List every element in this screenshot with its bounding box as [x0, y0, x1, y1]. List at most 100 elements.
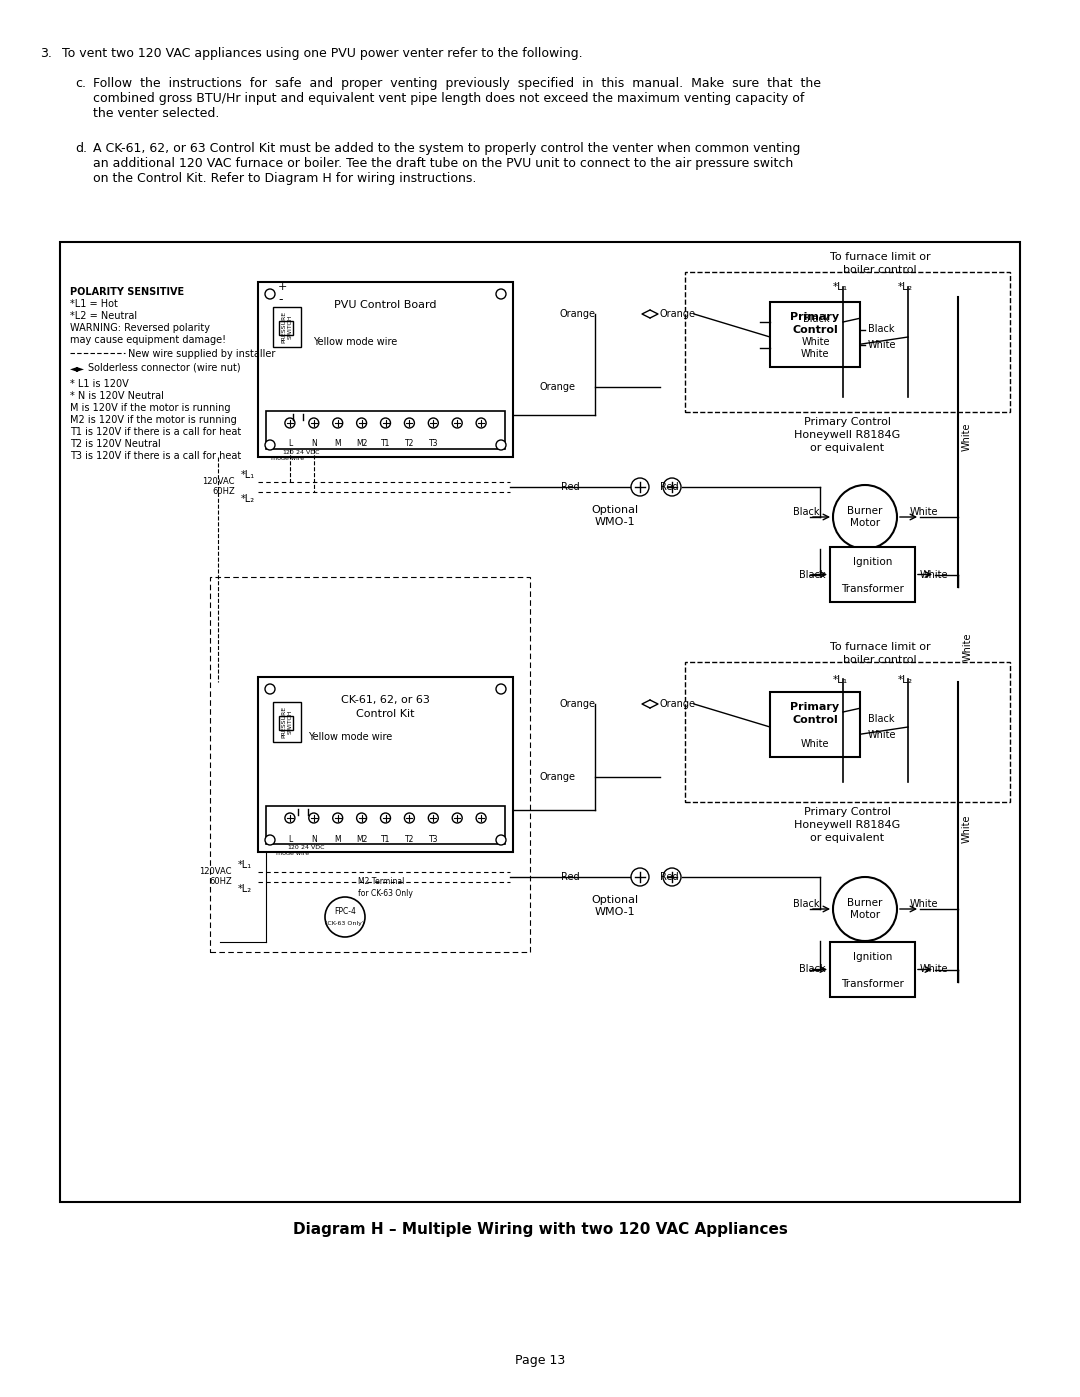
- Bar: [258, 282, 513, 457]
- Circle shape: [309, 418, 319, 427]
- Text: Transformer: Transformer: [841, 584, 904, 594]
- Circle shape: [496, 685, 507, 694]
- Text: WMO-1: WMO-1: [595, 907, 635, 916]
- Text: 120
mode wire: 120 mode wire: [276, 845, 310, 856]
- Text: (CK-63 Only): (CK-63 Only): [325, 922, 365, 926]
- Text: Black: Black: [794, 507, 820, 517]
- Text: Red: Red: [660, 482, 678, 492]
- Text: WMO-1: WMO-1: [595, 517, 635, 527]
- Text: Orange: Orange: [540, 381, 576, 393]
- Text: 3.: 3.: [40, 47, 52, 60]
- Text: Control: Control: [792, 715, 838, 725]
- Text: Burner
Motor: Burner Motor: [848, 506, 882, 528]
- Text: c.: c.: [75, 77, 86, 89]
- Text: Yellow mode wire: Yellow mode wire: [313, 337, 397, 346]
- Text: 120
mode wire: 120 mode wire: [271, 450, 305, 461]
- Circle shape: [833, 877, 897, 942]
- Bar: [685, 662, 1010, 802]
- Circle shape: [496, 289, 507, 299]
- Text: *L₁: *L₁: [833, 675, 848, 685]
- Text: Burner
Motor: Burner Motor: [848, 898, 882, 919]
- Circle shape: [299, 823, 307, 831]
- Circle shape: [325, 897, 365, 937]
- Text: M: M: [335, 834, 341, 844]
- Circle shape: [265, 440, 275, 450]
- Circle shape: [309, 813, 319, 823]
- Text: Orange: Orange: [540, 773, 576, 782]
- Circle shape: [496, 835, 507, 845]
- Text: Control: Control: [792, 326, 838, 335]
- Text: Primary Control: Primary Control: [804, 416, 891, 427]
- Circle shape: [453, 813, 462, 823]
- Circle shape: [476, 813, 486, 823]
- Text: Transformer: Transformer: [841, 979, 904, 989]
- Circle shape: [404, 813, 415, 823]
- Text: White: White: [962, 423, 972, 451]
- Text: Black: Black: [798, 570, 825, 580]
- Text: Primary: Primary: [791, 703, 839, 712]
- Text: or equivalent: or equivalent: [810, 833, 885, 842]
- Text: Optional: Optional: [592, 895, 638, 905]
- Text: 60HZ: 60HZ: [213, 488, 235, 496]
- Text: To furnace limit or: To furnace limit or: [829, 643, 930, 652]
- Text: or equivalent: or equivalent: [810, 443, 885, 453]
- Bar: [685, 272, 1010, 412]
- Text: New wire supplied by installer: New wire supplied by installer: [129, 349, 275, 359]
- Bar: [60, 242, 1020, 1201]
- Bar: [279, 717, 293, 731]
- Bar: [831, 942, 915, 997]
- Text: +: +: [278, 282, 287, 292]
- Text: T1: T1: [381, 834, 390, 844]
- Text: Control Kit: Control Kit: [356, 710, 415, 719]
- Text: Black: Black: [868, 714, 894, 725]
- Circle shape: [333, 418, 342, 427]
- Text: L: L: [287, 440, 292, 448]
- Text: M2 Terminal: M2 Terminal: [357, 877, 404, 886]
- Text: Honeywell R8184G: Honeywell R8184G: [795, 430, 901, 440]
- Circle shape: [380, 813, 391, 823]
- Text: A CK-61, 62, or 63 Control Kit must be added to the system to properly control t: A CK-61, 62, or 63 Control Kit must be a…: [93, 142, 800, 184]
- Text: To vent two 120 VAC appliances using one PVU power venter refer to the following: To vent two 120 VAC appliances using one…: [62, 47, 582, 60]
- Text: White: White: [963, 633, 973, 661]
- Text: M2: M2: [356, 834, 367, 844]
- Text: Yellow mode wire: Yellow mode wire: [308, 732, 392, 742]
- Text: *L₂: *L₂: [897, 282, 913, 292]
- Text: Page 13: Page 13: [515, 1354, 565, 1368]
- Text: 60HZ: 60HZ: [210, 877, 232, 887]
- Text: *L₂: *L₂: [241, 495, 255, 504]
- Text: PRESSURE
SWITCH: PRESSURE SWITCH: [282, 705, 293, 738]
- Circle shape: [663, 868, 681, 886]
- Text: PRESSURE
SWITCH: PRESSURE SWITCH: [282, 312, 293, 344]
- Circle shape: [333, 813, 342, 823]
- Bar: [279, 321, 293, 335]
- Text: Black: Black: [794, 900, 820, 909]
- Text: White: White: [800, 739, 829, 749]
- Text: 120VAC: 120VAC: [200, 868, 232, 876]
- Text: Follow  the  instructions  for  safe  and  proper  venting  previously  specifie: Follow the instructions for safe and pro…: [93, 77, 821, 120]
- Circle shape: [282, 416, 314, 448]
- Text: *L₁: *L₁: [833, 282, 848, 292]
- Text: Optional: Optional: [592, 504, 638, 515]
- Text: White: White: [962, 814, 972, 844]
- Circle shape: [404, 418, 415, 427]
- Text: -: -: [278, 293, 283, 306]
- Text: M: M: [335, 440, 341, 448]
- Text: T3 is 120V if there is a call for heat: T3 is 120V if there is a call for heat: [70, 451, 241, 461]
- Text: M is 120V if the motor is running: M is 120V if the motor is running: [70, 402, 230, 414]
- Text: Black: Black: [868, 324, 894, 334]
- Circle shape: [429, 418, 438, 427]
- Text: boiler control: boiler control: [843, 265, 917, 275]
- Text: POLARITY SENSITIVE: POLARITY SENSITIVE: [70, 286, 184, 298]
- Text: *L₂: *L₂: [238, 884, 252, 894]
- Text: White: White: [920, 964, 948, 975]
- Circle shape: [265, 289, 275, 299]
- Text: FPC-4: FPC-4: [334, 908, 356, 916]
- Bar: [266, 411, 505, 448]
- Circle shape: [631, 478, 649, 496]
- Text: White: White: [801, 337, 831, 346]
- Text: Diagram H – Multiple Wiring with two 120 VAC Appliances: Diagram H – Multiple Wiring with two 120…: [293, 1222, 787, 1236]
- Text: Primary Control: Primary Control: [804, 807, 891, 817]
- Text: N: N: [311, 440, 316, 448]
- Circle shape: [833, 485, 897, 549]
- Bar: [273, 703, 301, 742]
